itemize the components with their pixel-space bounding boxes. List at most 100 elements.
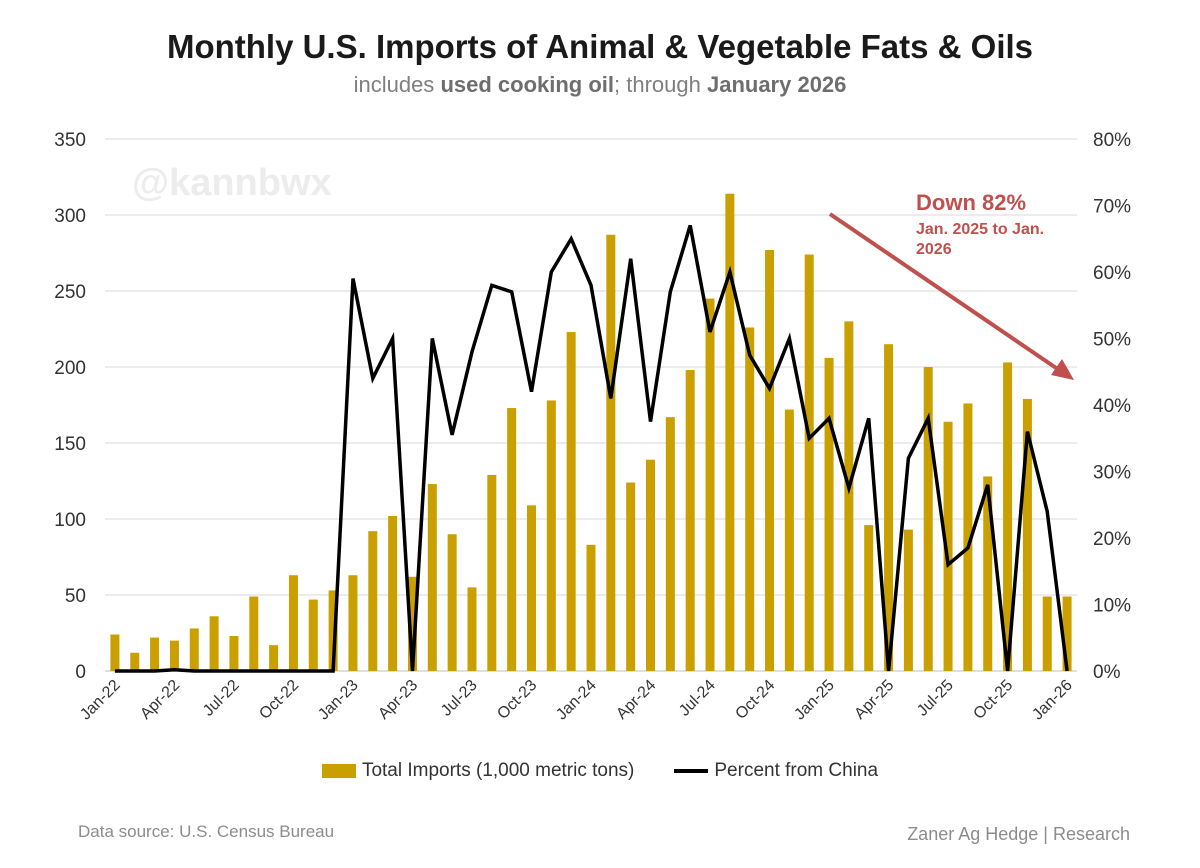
- bar-oct-24: [765, 249, 775, 671]
- bar-jun-23: [447, 534, 457, 671]
- x-tick-label: Jan-26: [1029, 677, 1076, 724]
- subtitle-bold2: January 2026: [706, 72, 847, 97]
- right-tick-label: 20%: [1093, 529, 1131, 550]
- bar-aug-25: [963, 403, 973, 671]
- bar-may-25: [903, 529, 913, 671]
- subtitle-part1: includes: [353, 72, 441, 97]
- bar-oct-22: [288, 575, 298, 671]
- trend-arrow: [828, 212, 1074, 380]
- bar-jul-23: [467, 587, 477, 671]
- watermark: @kannbwx: [132, 162, 332, 204]
- legend-label-bars: Total Imports (1,000 metric tons): [361, 760, 635, 781]
- bar-dec-23: [566, 332, 576, 671]
- bar-jul-25: [943, 421, 953, 671]
- bar-feb-25: [844, 321, 854, 671]
- x-tick-label: Oct-22: [256, 677, 302, 723]
- legend-item-bars: Total Imports (1,000 metric tons): [321, 760, 635, 782]
- left-tick-label: 300: [54, 206, 86, 227]
- left-tick-label: 0: [75, 662, 86, 683]
- bar-oct-23: [526, 505, 536, 671]
- left-tick-label: 100: [54, 510, 86, 531]
- data-source: Data source: U.S. Census Bureau: [78, 822, 335, 841]
- x-tick-label: Apr-22: [137, 677, 183, 723]
- bar-sep-25: [983, 476, 993, 671]
- chart-subtitle: includes used cooking oil; through Janua…: [0, 72, 1200, 98]
- bar-mar-22: [150, 637, 160, 671]
- bar-jan-25: [824, 357, 834, 671]
- x-tick-label: Jul-24: [676, 677, 719, 720]
- bar-jul-22: [229, 636, 239, 671]
- x-tick-label: Jan-22: [77, 677, 124, 724]
- x-tick-label: Jul-22: [200, 677, 243, 720]
- bar-may-22: [189, 628, 199, 671]
- bar-apr-25: [884, 344, 894, 671]
- x-tick-label: Apr-25: [851, 677, 897, 723]
- annotation: Down 82% Jan. 2025 to Jan. 2026: [916, 190, 1056, 260]
- left-tick-label: 200: [54, 358, 86, 379]
- left-tick-label: 350: [54, 130, 86, 151]
- subtitle-bold1: used cooking oil: [440, 72, 615, 97]
- bar-feb-24: [606, 234, 616, 671]
- bar-aug-24: [725, 193, 735, 671]
- bar-jan-23: [348, 575, 358, 671]
- right-tick-label: 50%: [1093, 330, 1131, 351]
- legend: Total Imports (1,000 metric tons) Percen…: [0, 760, 1200, 782]
- bar-jan-24: [586, 544, 596, 671]
- trend-arrow-shaft: [828, 212, 1064, 374]
- bar-jul-24: [705, 298, 715, 671]
- bar-apr-24: [646, 459, 656, 671]
- bar-may-24: [665, 417, 675, 671]
- bar-dec-25: [1042, 596, 1052, 671]
- chart-title: Monthly U.S. Imports of Animal & Vegetab…: [166, 28, 1034, 65]
- bar-swatch: [321, 764, 356, 778]
- bar-nov-22: [308, 599, 318, 671]
- x-tick-label: Oct-24: [732, 677, 778, 723]
- bar-jun-22: [209, 616, 219, 671]
- bar-sep-22: [269, 645, 279, 671]
- x-tick-label: Apr-23: [375, 677, 421, 723]
- bar-aug-22: [249, 596, 259, 671]
- x-tick-label: Oct-23: [494, 677, 540, 723]
- trend-arrow-head: [1051, 359, 1074, 380]
- right-axis-ticks: 0% 10% 20% 30% 40% 50% 60% 70% 80%: [1093, 130, 1131, 683]
- x-tick-label: Jan-23: [315, 677, 362, 724]
- bar-dec-22: [328, 590, 338, 671]
- bar-aug-23: [487, 474, 497, 671]
- x-tick-label: Jul-23: [438, 677, 481, 720]
- right-tick-label: 0%: [1093, 662, 1121, 683]
- bar-oct-25: [1003, 362, 1013, 671]
- right-tick-label: 40%: [1093, 396, 1131, 417]
- left-tick-label: 250: [54, 282, 86, 303]
- bar-nov-23: [546, 400, 556, 671]
- bar-sep-23: [507, 408, 517, 671]
- line-series: [114, 224, 1069, 673]
- annotation-headline: Down 82%: [916, 190, 1027, 215]
- left-tick-label: 50: [65, 586, 86, 607]
- bar-feb-22: [130, 652, 140, 671]
- right-tick-label: 70%: [1093, 197, 1131, 218]
- bar-feb-23: [368, 531, 378, 671]
- line-swatch: [674, 769, 709, 773]
- bar-series: [110, 193, 1072, 671]
- bar-mar-24: [626, 482, 636, 671]
- x-tick-label: Jan-25: [791, 677, 838, 724]
- x-tick-label: Oct-25: [970, 677, 1016, 723]
- bar-jun-25: [923, 367, 933, 671]
- right-tick-label: 60%: [1093, 263, 1131, 284]
- legend-item-line: Percent from China: [674, 760, 878, 782]
- right-tick-label: 80%: [1093, 130, 1131, 151]
- bar-jan-26: [1062, 596, 1072, 671]
- right-tick-label: 10%: [1093, 596, 1131, 617]
- right-tick-label: 30%: [1093, 463, 1131, 484]
- annotation-detail: Jan. 2025 to Jan. 2026: [916, 221, 1045, 258]
- bar-nov-25: [1022, 398, 1032, 671]
- left-axis-ticks: 0 50 100 150 200 250 300 350: [54, 130, 86, 683]
- bar-mar-23: [388, 515, 398, 671]
- x-tick-label: Jan-24: [553, 677, 600, 724]
- china-share-line: [114, 224, 1069, 673]
- bar-mar-25: [864, 525, 874, 671]
- bar-sep-24: [745, 327, 755, 671]
- subtitle-part2: ; through: [614, 72, 707, 97]
- credit: Zaner Ag Hedge | Research: [907, 824, 1130, 844]
